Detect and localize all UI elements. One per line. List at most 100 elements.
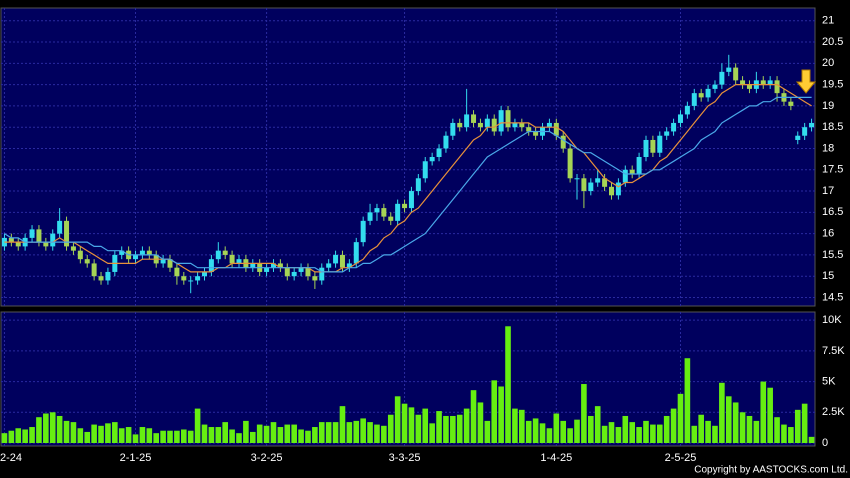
candle-body: [264, 267, 270, 272]
candle-body: [174, 267, 180, 277]
volume-bar: [601, 425, 608, 443]
candle-body: [333, 254, 339, 264]
candle-body: [139, 250, 145, 255]
candle-body: [788, 101, 794, 106]
candle-body: [181, 276, 187, 281]
volume-bar: [36, 417, 42, 443]
candle-body: [636, 157, 642, 175]
volume-bar: [712, 425, 718, 443]
candle-body: [684, 105, 690, 115]
volume-bar: [456, 414, 463, 443]
y-tick-label: 16.5: [822, 206, 843, 218]
volume-bar: [450, 415, 456, 443]
y-tick-label: 20.5: [822, 36, 843, 48]
volume-bar: [84, 431, 91, 443]
volume-bar: [291, 424, 297, 443]
volume-bar: [788, 427, 794, 443]
volume-bar: [56, 415, 63, 443]
volume-bar: [318, 422, 325, 443]
candle-body: [615, 182, 621, 196]
candle-body: [629, 169, 635, 175]
volume-bar: [249, 431, 256, 443]
candle-body: [402, 203, 408, 209]
volume-bar: [374, 424, 380, 443]
candle-body: [215, 250, 221, 260]
volume-bar: [725, 396, 732, 443]
candle-body: [484, 118, 490, 128]
candle-body: [422, 161, 428, 179]
candle-body: [133, 254, 139, 260]
volume-bar: [512, 408, 518, 443]
volume-bar: [443, 415, 449, 443]
volume-bar: [125, 427, 132, 443]
candle-body: [546, 122, 552, 128]
candle-body: [802, 127, 808, 136]
candle-body: [291, 271, 297, 277]
candle-body: [429, 157, 435, 162]
candle-body: [698, 93, 704, 98]
volume-bar: [719, 382, 725, 443]
volume-bar: [360, 418, 366, 443]
candle-body: [533, 131, 539, 136]
volume-bar: [387, 414, 394, 443]
volume-bar: [422, 408, 429, 443]
volume-bar: [367, 422, 373, 443]
y-tick-label: 17.5: [822, 164, 843, 176]
volume-bar: [691, 425, 698, 443]
volume-bar: [91, 424, 97, 443]
y-tick-label: 15: [822, 270, 834, 282]
candle-body: [222, 250, 228, 255]
candle-body: [464, 114, 470, 128]
volume-bar: [539, 423, 546, 443]
volume-bar: [794, 409, 801, 443]
volume-bar: [429, 423, 435, 443]
volume-bar: [346, 422, 353, 443]
volume-bar: [705, 420, 711, 443]
candle-body: [284, 267, 290, 277]
y-tick-label: 16: [822, 228, 834, 240]
volume-bar: [208, 427, 215, 443]
volume-bar: [394, 396, 401, 443]
volume-bar: [236, 433, 242, 443]
volume-bar: [187, 430, 194, 443]
y-tick-label: 20: [822, 57, 834, 69]
volume-bar: [615, 427, 622, 443]
volume-bar: [22, 429, 28, 443]
candle-body: [795, 135, 801, 140]
volume-bar: [519, 409, 525, 443]
candle-body: [319, 267, 325, 281]
signal-arrow: [795, 69, 817, 94]
candle-body: [477, 122, 483, 128]
volume-bar: [760, 381, 767, 443]
candle-body: [567, 148, 573, 179]
volume-bar: [532, 418, 539, 443]
volume-bar: [670, 408, 677, 443]
candle-body: [374, 208, 380, 213]
x-tick-label: 3-3-25: [389, 452, 421, 464]
candle-body: [388, 216, 394, 221]
volume-bar: [663, 415, 670, 443]
volume-bar: [284, 424, 291, 443]
candle-body: [498, 110, 504, 132]
volume-bar: [243, 420, 249, 443]
candle-body: [64, 220, 70, 247]
volume-bar: [608, 422, 615, 443]
volume-bar: [70, 422, 77, 443]
volume-bar: [174, 430, 180, 443]
candle-body: [671, 122, 677, 132]
volume-bar: [774, 417, 780, 443]
volume-bar: [160, 430, 166, 443]
volume-bar: [636, 427, 642, 443]
volume-bar: [270, 422, 277, 443]
volume-bar: [622, 415, 629, 443]
volume-bar: [408, 407, 415, 443]
volume-bar: [15, 428, 22, 443]
candle-body: [84, 259, 90, 264]
candle-body: [712, 84, 718, 89]
candle-body: [15, 242, 21, 247]
volume-bar: [650, 424, 656, 443]
candle-body: [512, 122, 518, 128]
candle-body: [202, 271, 207, 277]
